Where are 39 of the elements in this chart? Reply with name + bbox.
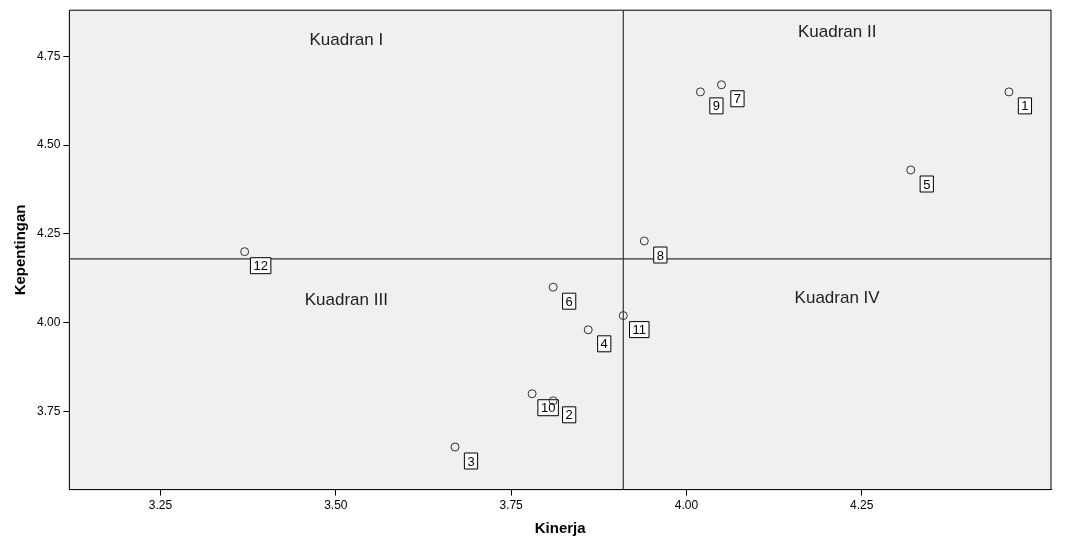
y-tick-label: 4.00 — [37, 315, 61, 330]
annotation: 11 — [632, 322, 647, 338]
annotation: 2 — [565, 407, 573, 423]
x-tick-label: 3.75 — [499, 498, 524, 513]
annotation: Kuadran II — [797, 21, 877, 41]
annotation: Kuadran III — [304, 290, 388, 310]
point — [240, 247, 250, 257]
point — [527, 389, 537, 399]
annotation: 7 — [733, 91, 742, 107]
annotation: 6 — [565, 293, 573, 309]
y-tick-label: 4.25 — [37, 226, 61, 241]
annotation: 12 — [253, 258, 268, 274]
point — [618, 311, 628, 321]
annotation: 3 — [467, 453, 475, 469]
point — [450, 442, 460, 452]
y-tick-label: 4.75 — [37, 48, 61, 63]
point — [906, 165, 916, 175]
annotation: 5 — [923, 176, 931, 192]
point — [583, 325, 593, 335]
point — [695, 87, 705, 97]
x-axis-title: Kinerja — [534, 519, 587, 537]
point — [548, 282, 558, 292]
annotation: Kuadran IV — [794, 288, 881, 308]
x-tick-label: 3.25 — [148, 498, 173, 513]
point — [1004, 87, 1014, 97]
x-tick-label: 4.25 — [850, 498, 874, 513]
annotation: 10 — [540, 400, 556, 416]
y-tick-label: 4.50 — [37, 137, 61, 152]
point — [716, 80, 726, 90]
annotation: 4 — [600, 336, 608, 352]
x-tick-label: 4.00 — [674, 498, 699, 513]
x-tick-label: 3.50 — [324, 498, 348, 513]
annotation: 1 — [1021, 98, 1029, 114]
annotation: Kuadran I — [309, 29, 384, 49]
y-tick-label: 3.75 — [37, 403, 61, 418]
y-axis-title: Kepentingan — [11, 204, 29, 296]
annotation: 9 — [712, 98, 721, 114]
annotation: 8 — [656, 247, 664, 263]
point — [639, 236, 649, 246]
